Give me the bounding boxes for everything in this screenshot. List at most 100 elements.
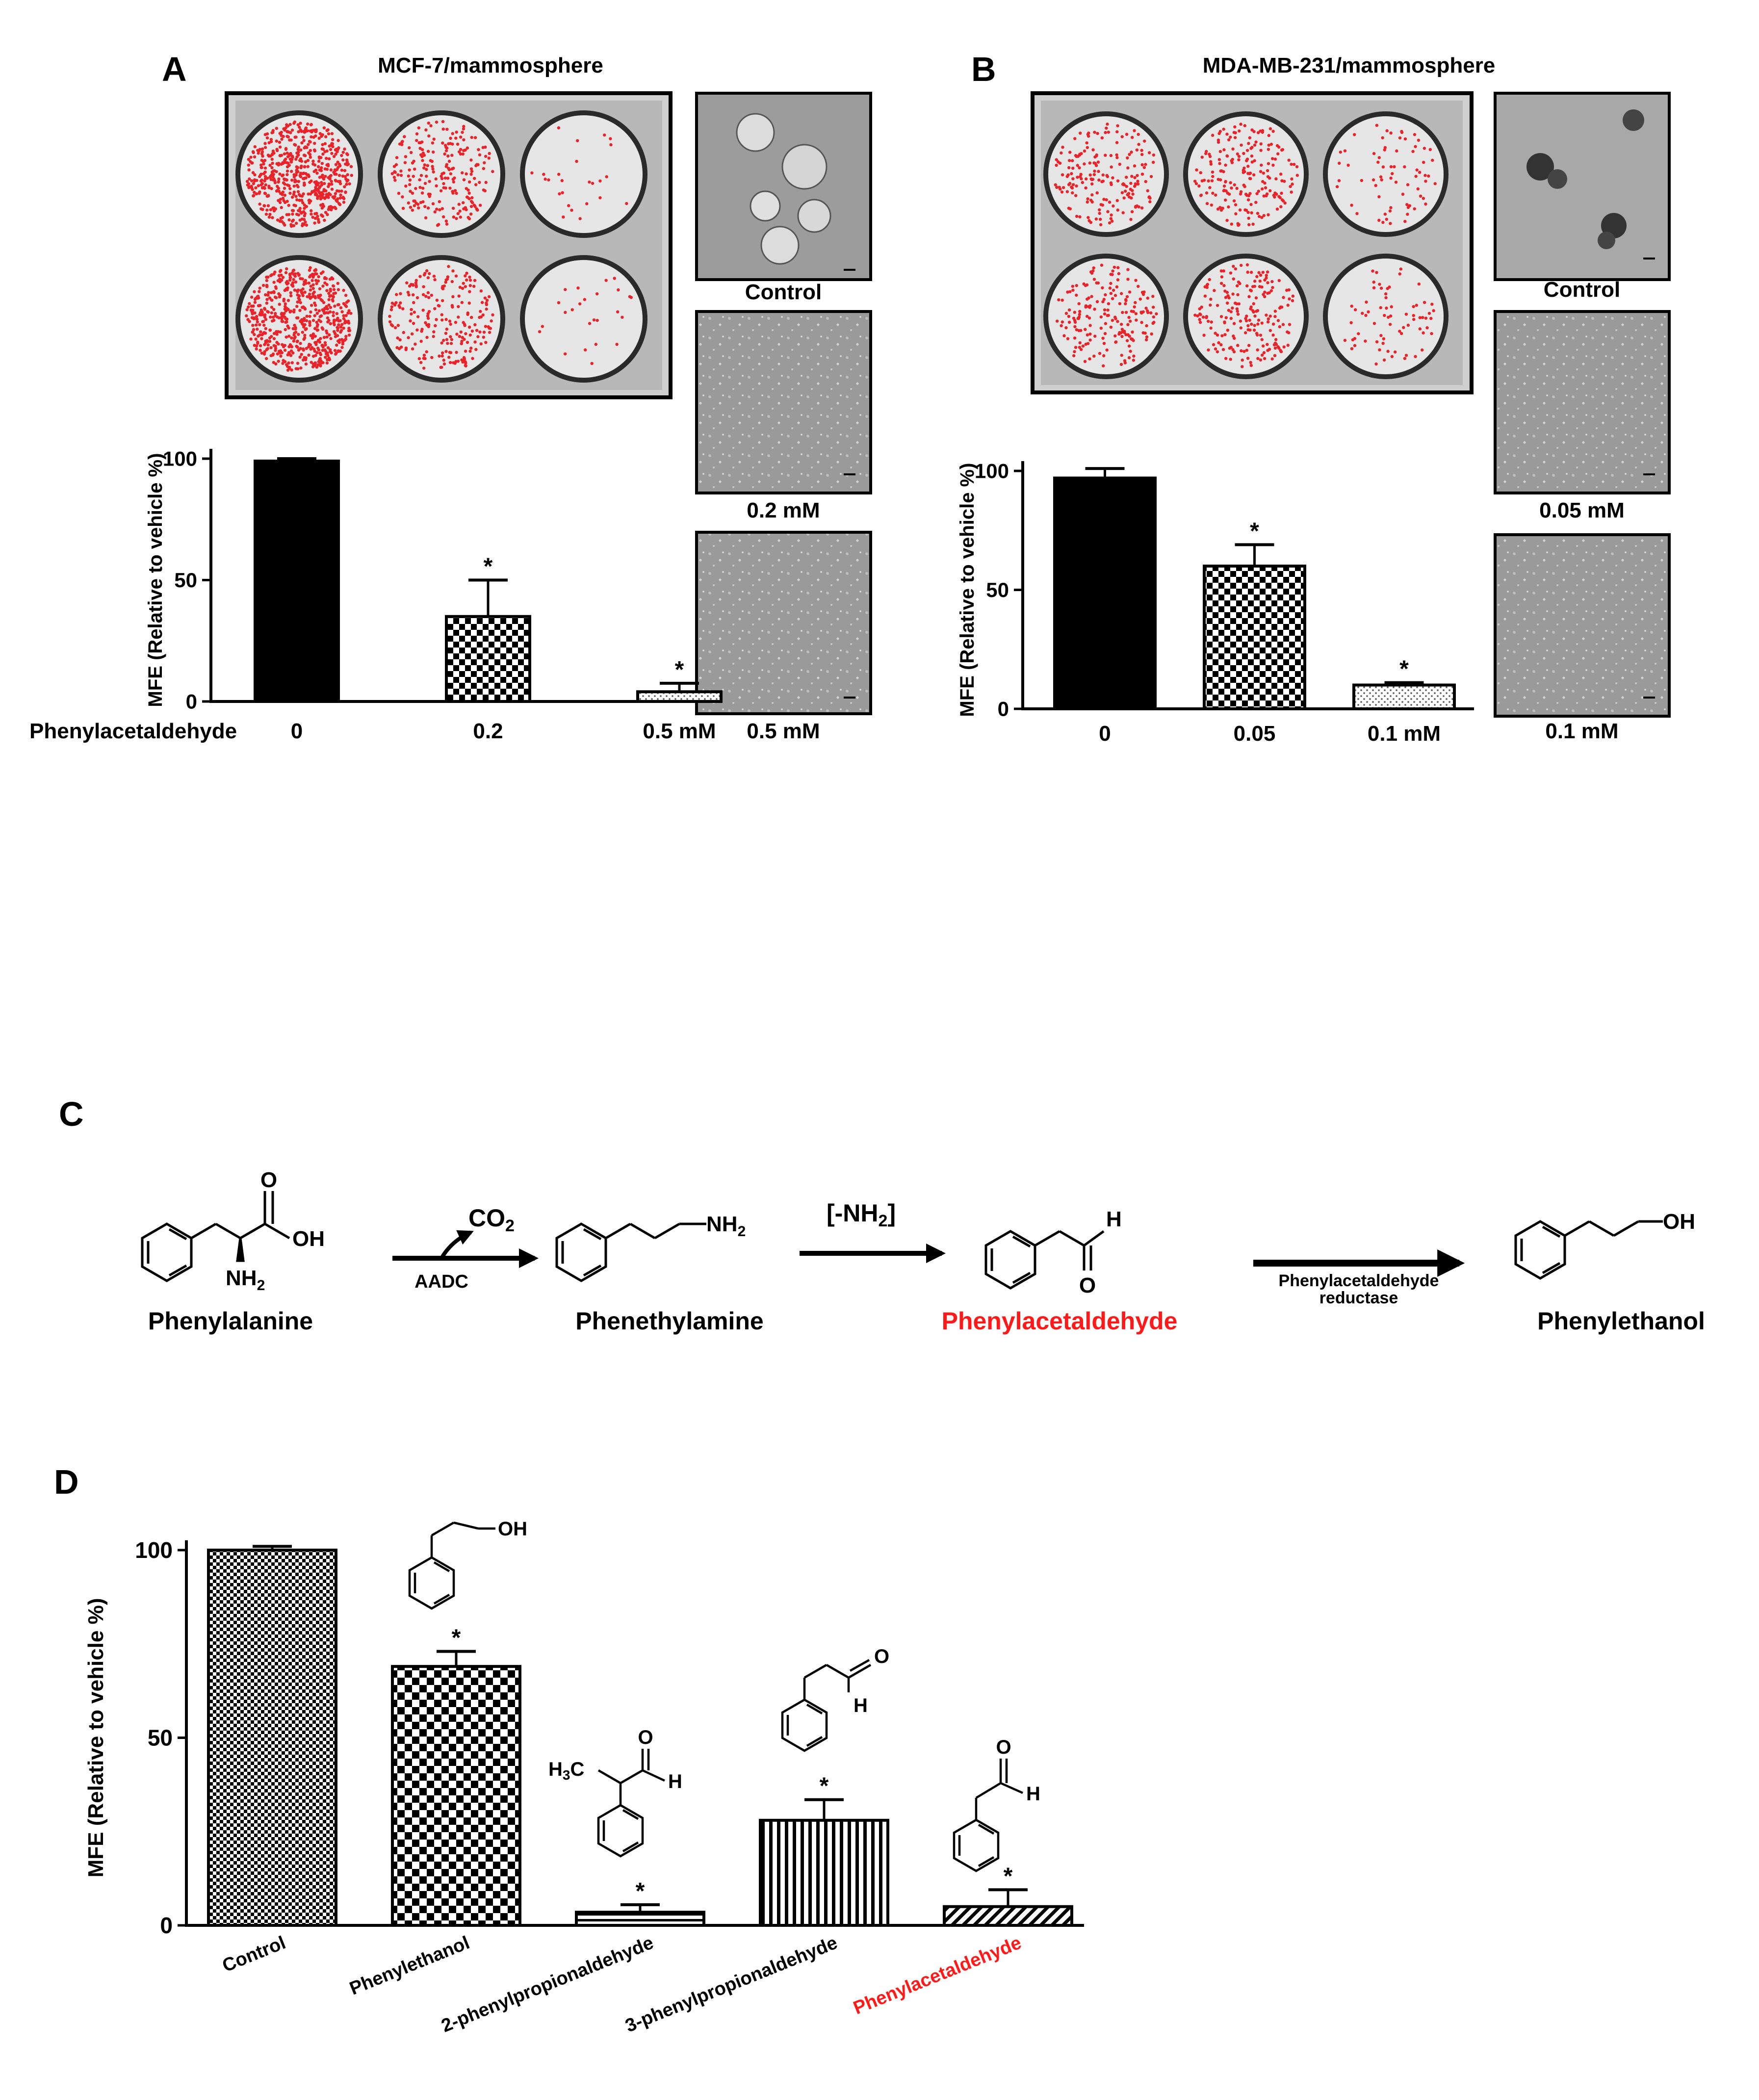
colony-dot: [395, 156, 399, 159]
colony-dot: [277, 199, 280, 203]
colony-dot: [340, 154, 343, 157]
colony-dot: [271, 216, 274, 219]
colony-dot: [1417, 282, 1421, 286]
colony-dot: [1111, 297, 1114, 301]
colony-dot: [265, 132, 269, 136]
colony-dot: [280, 311, 284, 315]
colony-dot: [1101, 286, 1104, 289]
colony-dot: [330, 142, 334, 145]
colony-dot: [1288, 323, 1292, 326]
colony-dot: [310, 304, 313, 307]
colony-dot: [468, 333, 472, 337]
colony-dot: [311, 363, 315, 366]
colony-dot: [450, 154, 454, 157]
colony-dot: [1218, 150, 1222, 154]
colony-dot: [271, 315, 275, 319]
colony-dot: [1402, 326, 1405, 329]
colony-dot: [1295, 165, 1299, 169]
colony-dot: [466, 311, 469, 315]
colony-dot: [1350, 204, 1353, 207]
colony-dot: [1252, 328, 1256, 332]
colony-dot: [1401, 192, 1405, 196]
colony-dot: [287, 361, 290, 365]
colony-dot: [336, 139, 340, 142]
colony-dot: [343, 304, 347, 307]
colony-dot: [440, 341, 443, 345]
colony-dot: [334, 179, 337, 182]
category-label-A-0: 0: [291, 719, 303, 743]
colony-dot: [404, 155, 408, 158]
colony-dot: [425, 174, 428, 178]
colony-dot: [1283, 180, 1286, 183]
colony-dot: [1075, 214, 1079, 218]
colony-dot: [287, 130, 290, 134]
y-tick-label-D-1: 50: [148, 1725, 173, 1751]
colony-dot: [1116, 266, 1120, 269]
colony-dot: [617, 288, 620, 292]
colony-dot: [1394, 181, 1398, 184]
colony-dot: [1233, 136, 1237, 139]
colony-dot: [343, 185, 346, 188]
colony-dot: [336, 288, 340, 291]
colony-dot: [312, 347, 316, 351]
colony-dot: [283, 223, 286, 227]
colony-dot: [409, 319, 412, 323]
colony-dot: [407, 174, 411, 178]
colony-dot: [1355, 212, 1359, 215]
colony-dot: [335, 312, 339, 315]
colony-dot: [1092, 354, 1096, 358]
colony-dot: [1090, 182, 1094, 186]
colony-dot: [431, 150, 435, 154]
colony-dot: [258, 323, 261, 327]
colony-dot: [285, 165, 289, 169]
colony-dot: [1095, 191, 1099, 195]
colony-dot: [1060, 151, 1063, 155]
significance-D-4: *: [1004, 1863, 1013, 1889]
colony-dot: [1422, 197, 1425, 200]
colony-dot: [247, 305, 250, 309]
colony-dot: [1250, 211, 1253, 215]
colony-dot: [264, 212, 268, 216]
colony-dot: [1404, 354, 1408, 357]
colony-dot: [603, 133, 606, 137]
colony-dot: [291, 209, 295, 212]
colony-dot: [1230, 222, 1233, 226]
colony-dot: [441, 127, 445, 131]
colony-dot: [1102, 298, 1106, 301]
colony-dot: [432, 170, 435, 174]
colony-dot: [1365, 300, 1368, 304]
colony-dot: [263, 192, 267, 195]
colony-dot: [309, 266, 312, 269]
colony-dot: [311, 283, 315, 286]
colony-dot: [1217, 341, 1220, 344]
colony-dot: [604, 279, 608, 282]
colony-dot: [1364, 339, 1367, 343]
colony-dot: [1418, 316, 1422, 319]
colony-dot: [1343, 149, 1347, 153]
colony-dot: [435, 207, 439, 211]
colony-dot: [598, 196, 602, 200]
colony-dot: [315, 351, 319, 355]
colony-dot: [1281, 199, 1285, 203]
colony-dot: [293, 274, 297, 278]
colony-dot: [1232, 350, 1236, 354]
colony-dot: [259, 344, 262, 347]
colony-dot: [1088, 306, 1091, 309]
colony-dot: [557, 126, 561, 130]
colony-dot: [313, 193, 317, 196]
colony-dot: [409, 206, 413, 209]
colony-dot: [249, 156, 253, 159]
colony-dot: [468, 275, 471, 279]
colony-dot: [1241, 365, 1244, 368]
colony-dot: [290, 368, 293, 372]
colony-dot: [248, 185, 252, 189]
colony-dot: [469, 158, 473, 162]
colony-dot: [1249, 305, 1253, 309]
colony-dot: [334, 335, 337, 338]
colony-dot: [419, 361, 423, 364]
colony-dot: [435, 120, 439, 124]
colony-dot: [350, 174, 353, 177]
colony-dot: [1223, 289, 1227, 293]
colony-dot: [562, 215, 565, 219]
colony-dot: [247, 163, 250, 167]
